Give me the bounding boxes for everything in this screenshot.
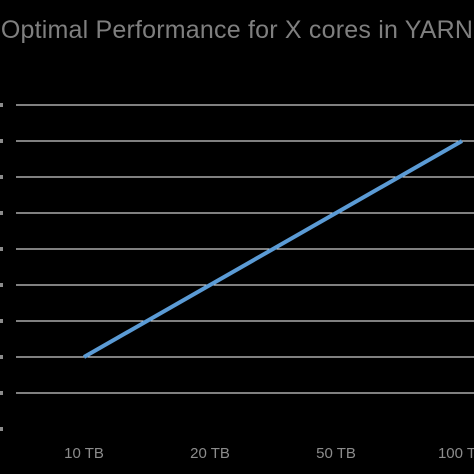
grid-lines bbox=[16, 104, 474, 394]
y-tick-mark-7 bbox=[0, 175, 3, 179]
y-tick-mark-4 bbox=[0, 283, 3, 287]
y-tick-mark-0 bbox=[0, 427, 3, 431]
series-line-0 bbox=[83, 139, 463, 359]
y-tick-mark-8 bbox=[0, 139, 3, 143]
y-tick-mark-1 bbox=[0, 391, 3, 395]
y-tick-marks bbox=[0, 103, 3, 431]
y-tick-mark-2 bbox=[0, 355, 3, 359]
y-tick-mark-9 bbox=[0, 103, 3, 107]
x-tick-label: 100 TB bbox=[438, 445, 474, 462]
x-tick-label: 50 TB bbox=[316, 445, 356, 462]
x-tick-labels: 10 TB 20 TB 50 TB 100 TB bbox=[64, 445, 474, 462]
x-tick-label: 20 TB bbox=[190, 445, 230, 462]
y-tick-mark-5 bbox=[0, 247, 3, 251]
y-tick-mark-3 bbox=[0, 319, 3, 323]
x-tick-label: 10 TB bbox=[64, 445, 104, 462]
series-lines bbox=[83, 139, 463, 359]
chart-title: Optimal Performance for X cores in YARN bbox=[0, 16, 474, 44]
y-tick-mark-6 bbox=[0, 211, 3, 215]
